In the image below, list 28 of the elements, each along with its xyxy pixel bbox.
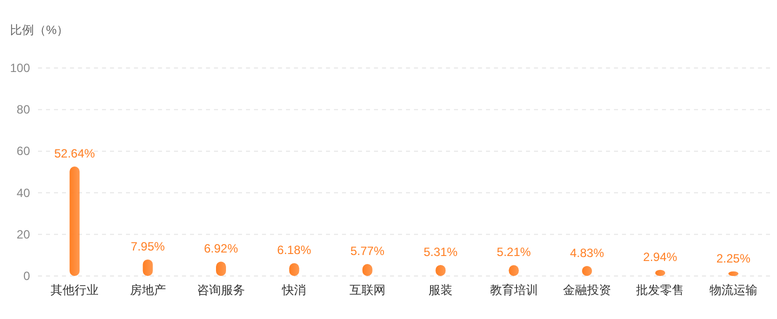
x-tick-label: 咨询服务 <box>197 283 245 297</box>
x-tick-label: 互联网 <box>349 283 386 297</box>
x-tick-label: 教育培训 <box>490 283 538 297</box>
y-axis-title: 比例（%） <box>10 23 69 37</box>
data-label: 5.31% <box>424 244 458 259</box>
data-label: 52.64% <box>54 146 96 161</box>
data-label: 5.77% <box>350 244 385 258</box>
y-tick-label: 60 <box>16 144 30 158</box>
data-label: 7.95% <box>130 239 166 254</box>
data-label: 5.21% <box>496 245 532 260</box>
y-tick-label: 0 <box>23 269 30 283</box>
y-tick-label: 20 <box>16 227 30 242</box>
data-label: 4.83% <box>570 246 604 260</box>
x-tick-label: 服装 <box>428 283 453 297</box>
x-tick-label: 批发零售 <box>636 283 684 297</box>
y-tick-label: 100 <box>10 61 30 75</box>
x-tick-label: 快消 <box>281 283 306 297</box>
data-label: 6.92% <box>204 242 238 256</box>
bar <box>70 166 80 276</box>
x-tick-label: 其他行业 <box>50 283 99 297</box>
y-tick-label: 40 <box>16 186 30 200</box>
data-label: 2.25% <box>716 251 751 266</box>
x-tick-label: 物流运输 <box>709 283 758 297</box>
data-label: 2.94% <box>643 250 678 264</box>
x-tick-label: 房地产 <box>130 283 166 297</box>
data-label: 6.18% <box>277 243 312 258</box>
y-tick-label: 80 <box>16 102 30 117</box>
x-tick-label: 金融投资 <box>563 283 611 297</box>
